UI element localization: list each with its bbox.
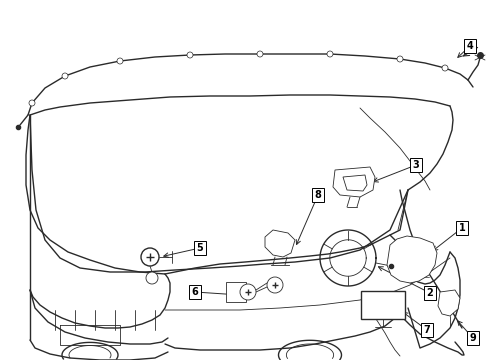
Polygon shape <box>386 236 436 283</box>
Circle shape <box>146 272 158 284</box>
Polygon shape <box>264 230 294 257</box>
Text: 3: 3 <box>412 160 419 170</box>
Circle shape <box>117 58 123 64</box>
Polygon shape <box>332 167 374 197</box>
Text: 2: 2 <box>426 288 432 298</box>
Circle shape <box>29 100 35 106</box>
Text: 9: 9 <box>468 333 475 343</box>
Circle shape <box>396 56 402 62</box>
Circle shape <box>441 65 447 71</box>
Circle shape <box>257 51 263 57</box>
Text: 4: 4 <box>466 41 472 51</box>
Circle shape <box>240 284 256 300</box>
Text: 1: 1 <box>458 223 465 233</box>
Circle shape <box>266 277 283 293</box>
Circle shape <box>326 51 332 57</box>
Text: 6: 6 <box>191 287 198 297</box>
Circle shape <box>62 73 68 79</box>
Text: 7: 7 <box>423 325 429 335</box>
Circle shape <box>141 248 159 266</box>
Polygon shape <box>342 175 366 191</box>
Circle shape <box>186 52 193 58</box>
Text: 5: 5 <box>196 243 203 253</box>
Bar <box>360 291 404 319</box>
Text: 8: 8 <box>314 190 321 200</box>
Polygon shape <box>437 290 459 316</box>
Bar <box>225 282 245 302</box>
